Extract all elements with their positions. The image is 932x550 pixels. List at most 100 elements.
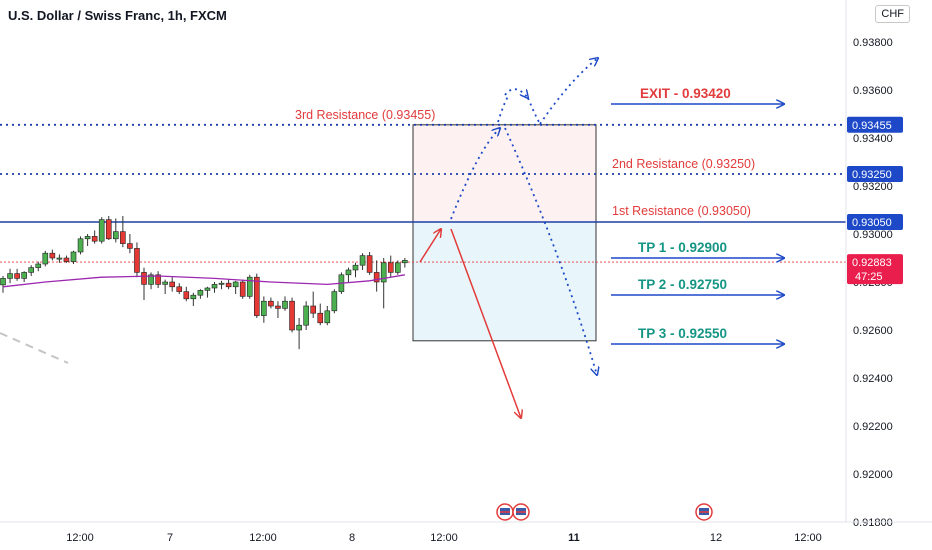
projected-path-rise: [497, 94, 510, 123]
candle-body: [190, 294, 197, 300]
candle-body: [232, 281, 239, 288]
currency-button[interactable]: CHF: [875, 5, 910, 23]
candle-body: [352, 264, 359, 271]
chart-title: U.S. Dollar / Swiss Franc, 1h, FXCM: [8, 8, 227, 23]
candle-body: [204, 287, 211, 291]
time-tick-label: 11: [568, 532, 580, 544]
candle-body: [14, 273, 20, 279]
price-tick-label: 0.93400: [853, 133, 893, 145]
candle-body: [56, 257, 63, 260]
candle-body: [120, 231, 126, 244]
candle-body: [387, 262, 394, 273]
projected-path-top: [504, 88, 528, 98]
candle-body: [394, 262, 401, 273]
price-tick-label: 0.93800: [853, 37, 893, 49]
price-tick-label: 0.92400: [853, 373, 893, 385]
candle-body: [373, 272, 380, 283]
candle-body: [303, 305, 309, 326]
candle-body: [77, 238, 84, 253]
price-badge: 0.92883: [852, 257, 892, 269]
candle-body: [84, 236, 91, 240]
candle-body: [134, 248, 140, 273]
resistance-label-1: 3rd Resistance (0.93455): [295, 108, 435, 122]
candle-body: [70, 251, 77, 262]
candle-body: [282, 300, 288, 309]
candle-body: [197, 290, 204, 296]
candle-body: [28, 267, 35, 273]
candle-body: [162, 281, 168, 285]
candle-body: [63, 257, 70, 262]
candle-body: [359, 255, 366, 266]
projected-path-dip: [527, 97, 541, 125]
moving-average-line: [2, 274, 405, 288]
price-tick-label: 0.92000: [853, 469, 893, 481]
time-tick-label: 12:00: [66, 532, 94, 544]
candle-body: [211, 284, 218, 289]
candle-body: [148, 274, 154, 285]
time-tick-label: 7: [167, 532, 173, 544]
zone-box-2: [412, 221, 597, 342]
candle-body: [155, 274, 161, 285]
candle-body: [0, 278, 6, 286]
level-badge-3: 0.93050: [852, 217, 892, 229]
candle-body: [261, 300, 267, 316]
price-tick-label: 0.93600: [853, 85, 893, 97]
tp-label-3: TP 3 - 0.92550: [638, 326, 727, 341]
candle-body: [21, 272, 27, 279]
candle-body: [317, 312, 324, 324]
candle-body: [310, 305, 317, 314]
time-tick-label: 12:00: [249, 532, 277, 544]
level-badge-2-bg: [847, 166, 903, 182]
candle-body: [345, 269, 352, 276]
candle-body: [402, 260, 408, 264]
level-badge-1: 0.93455: [852, 120, 892, 132]
candle-body: [169, 281, 175, 288]
price-badge-countdown: 47:25: [855, 271, 883, 283]
candle-body: [225, 282, 232, 288]
level-badge-1-bg: [847, 116, 903, 133]
candle-body: [380, 262, 387, 283]
level-badge-2: 0.93250: [852, 169, 892, 181]
candle-body: [7, 273, 13, 279]
candle-body: [35, 263, 42, 268]
price-tick-label: 0.93200: [853, 181, 893, 193]
exit-label: EXIT - 0.93420: [640, 86, 731, 101]
candle-body: [246, 276, 253, 297]
candle-body: [49, 252, 56, 259]
level-badge-3-bg: [847, 214, 903, 230]
price-tick-label: 0.92600: [853, 325, 893, 337]
candle-body: [324, 310, 331, 324]
trend-line-fragment: [0, 332, 69, 364]
tp-label-2: TP 2 - 0.92750: [638, 277, 727, 292]
candle-body: [268, 300, 274, 307]
candle-body: [98, 219, 105, 242]
candle-body: [331, 291, 338, 312]
price-tick-label: 0.93000: [853, 229, 893, 241]
projected-path-up: [450, 128, 500, 220]
time-tick-label: 12:00: [430, 532, 458, 544]
candle-body: [366, 255, 373, 273]
candle-body: [113, 231, 119, 240]
time-tick-label: 12: [710, 532, 722, 544]
candle-body: [275, 305, 281, 309]
candle-body: [127, 243, 133, 249]
projected-path-down: [504, 127, 597, 375]
candle-body: [254, 276, 260, 316]
candle-body: [141, 272, 147, 285]
candle-body: [289, 300, 295, 331]
time-tick-label: 12:00: [794, 532, 822, 544]
price-badge-bg: [847, 254, 903, 285]
tp-label-1: TP 1 - 0.92900: [638, 240, 727, 255]
projected-path-breakout: [539, 58, 598, 125]
candle-body: [176, 286, 183, 292]
candle-body: [218, 282, 225, 285]
resistance-label-2: 2nd Resistance (0.93250): [612, 157, 755, 171]
candle-body: [42, 252, 49, 265]
candle-body: [105, 219, 112, 240]
candle-body: [296, 324, 302, 331]
price-tick-label: 0.91800: [853, 517, 893, 529]
resistance-label-3: 1st Resistance (0.93050): [612, 204, 751, 218]
bear-arrow-long: [450, 228, 521, 418]
time-tick-label: 8: [349, 532, 355, 544]
